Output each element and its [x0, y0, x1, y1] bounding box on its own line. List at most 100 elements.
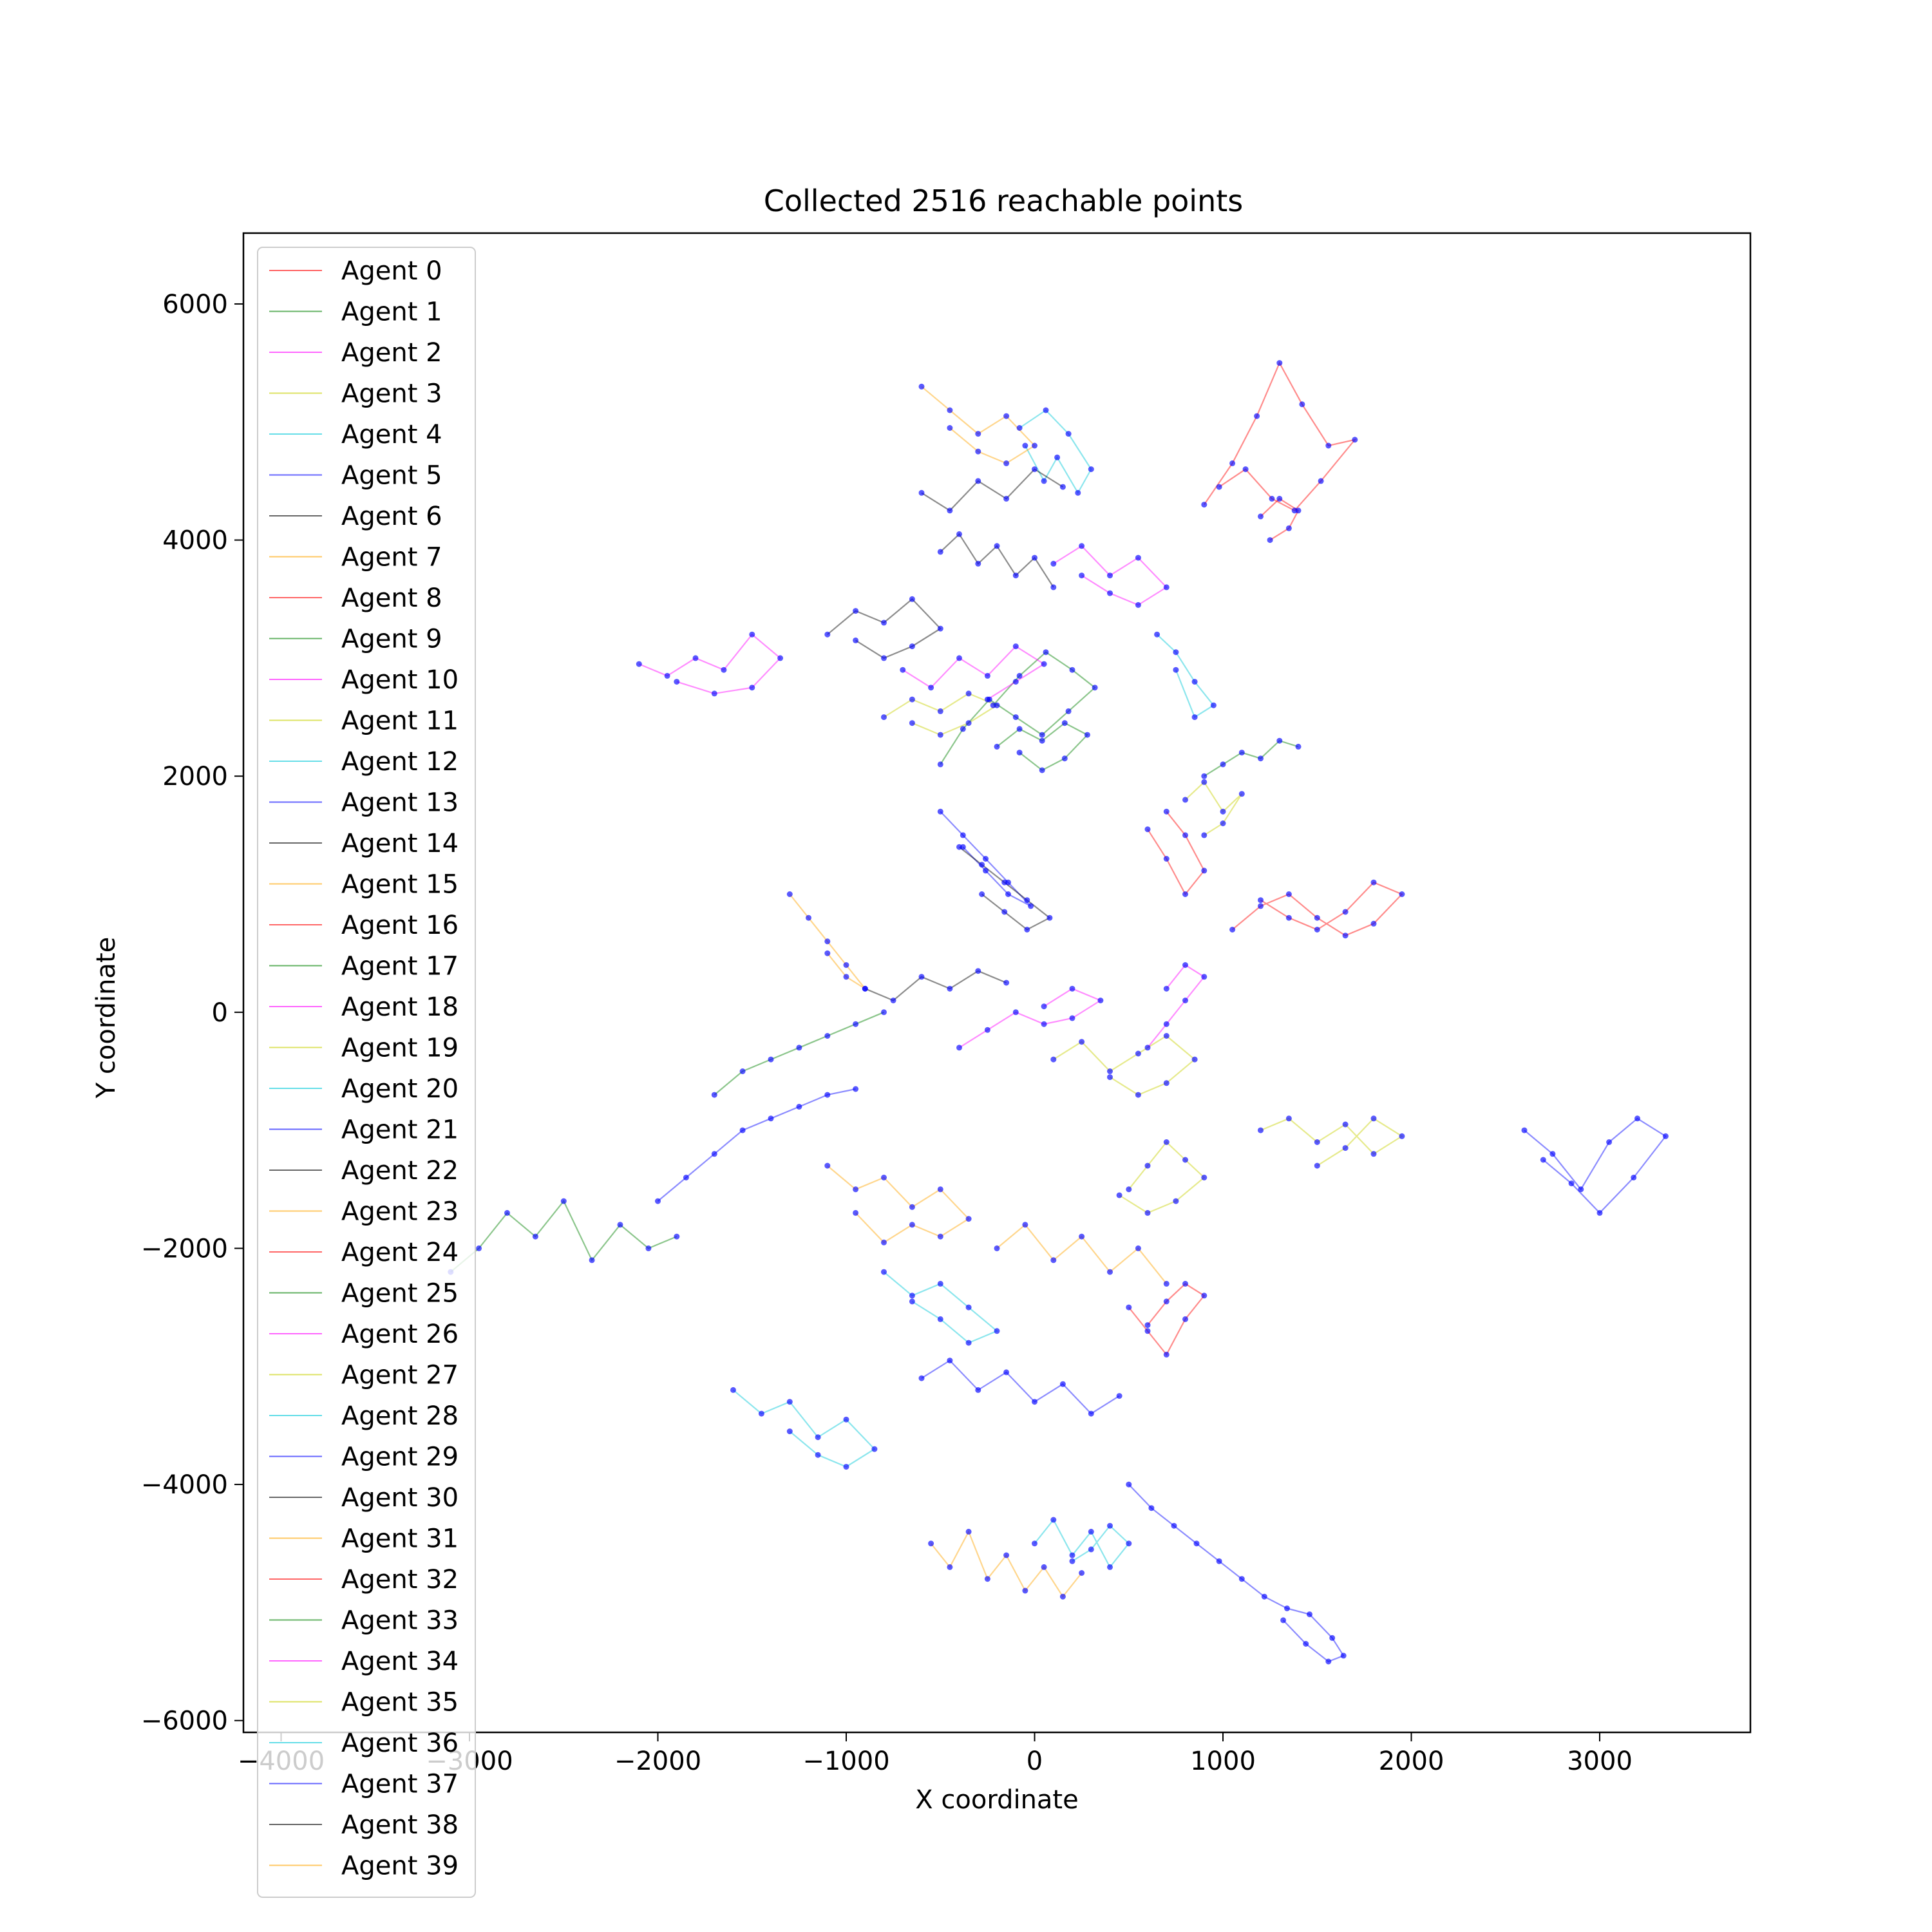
point-agent-37-9: [1329, 1634, 1336, 1641]
point-agent-4-1: [1041, 478, 1047, 484]
legend-label: Agent 4: [341, 420, 442, 450]
x-tick-label: 3000: [1567, 1747, 1633, 1776]
point-agent-37-12: [1303, 1641, 1309, 1647]
point-agent-16-1: [1258, 903, 1264, 909]
point-agent-20-6: [937, 1316, 943, 1322]
point-agent-31-6: [1163, 1280, 1170, 1287]
point-agent-21-6: [824, 1092, 831, 1098]
point-agent-17-6: [881, 1009, 887, 1016]
trajectory-agent-9: [996, 722, 1089, 772]
point-agent-11-4: [994, 702, 1000, 708]
point-agent-37-11: [1325, 1658, 1332, 1665]
point-agent-7-1: [947, 407, 953, 413]
point-agent-2-3: [721, 667, 727, 673]
point-agent-38-4: [1012, 573, 1019, 579]
point-agent-16-9: [1314, 927, 1320, 933]
point-agent-16-3: [1314, 914, 1320, 921]
point-agent-13-4: [1028, 903, 1034, 909]
point-agent-12-1: [1173, 649, 1179, 656]
point-agent-21-7: [853, 1086, 859, 1092]
point-agent-38-2: [975, 560, 981, 567]
point-agent-35-0: [1182, 797, 1188, 803]
point-agent-27-2: [1314, 1139, 1320, 1145]
trajectory-agent-23: [827, 1165, 970, 1244]
point-agent-24-4: [1201, 1293, 1208, 1299]
point-agent-3-2: [1163, 1139, 1170, 1145]
point-agent-19-3: [1135, 1050, 1141, 1057]
point-agent-4-5: [1065, 431, 1072, 437]
point-agent-21-5: [796, 1104, 802, 1110]
point-agent-33-0: [1201, 773, 1208, 779]
legend-label: Agent 13: [341, 788, 459, 818]
point-agent-34-7: [984, 696, 990, 703]
point-agent-9-1: [1016, 726, 1023, 732]
point-agent-26-5: [1163, 985, 1170, 992]
point-agent-24-1: [1144, 1328, 1151, 1334]
point-agent-31-2: [1050, 1257, 1057, 1264]
point-agent-39-2: [965, 1528, 972, 1535]
point-agent-37-0: [1126, 1481, 1132, 1488]
point-agent-3-0: [1126, 1186, 1132, 1193]
legend-label: Agent 11: [341, 706, 459, 736]
point-agent-20-0: [881, 1269, 887, 1275]
point-agent-37-3: [1193, 1540, 1200, 1547]
point-agent-16-4: [1342, 933, 1349, 939]
point-agent-37-2: [1171, 1522, 1177, 1529]
point-agent-37-6: [1261, 1593, 1267, 1600]
point-agent-36-6: [1107, 1522, 1113, 1529]
point-agent-31-0: [994, 1245, 1000, 1251]
point-agent-17-1: [739, 1068, 746, 1074]
point-agent-2-0: [636, 661, 642, 667]
point-agent-33-5: [1295, 743, 1302, 750]
legend-label: Agent 35: [341, 1688, 459, 1718]
point-agent-22-0: [862, 985, 868, 992]
trajectory-agent-22: [864, 970, 1007, 1001]
point-agent-21-0: [655, 1198, 661, 1204]
point-agent-23-8: [881, 1239, 887, 1245]
y-tick-label: −4000: [141, 1470, 228, 1500]
point-agent-19-5: [1191, 1056, 1198, 1063]
legend-label: Agent 31: [341, 1524, 459, 1554]
trajectory-agent-29: [921, 1359, 1120, 1415]
point-agent-25-1: [476, 1245, 482, 1251]
legend-label: Agent 7: [341, 543, 442, 573]
point-agent-4-4: [1088, 466, 1094, 473]
point-agent-30-1: [947, 507, 953, 514]
point-agent-37-8: [1307, 1611, 1312, 1618]
point-agent-22-4: [975, 968, 981, 974]
legend-label: Agent 12: [341, 747, 459, 777]
point-agent-17-5: [853, 1021, 859, 1027]
point-agent-23-7: [909, 1222, 915, 1228]
point-agent-36-2: [1069, 1552, 1075, 1558]
legend-label: Agent 21: [341, 1115, 459, 1145]
legend-label: Agent 19: [341, 1034, 459, 1063]
point-agent-19-6: [1163, 1080, 1170, 1086]
point-agent-28-5: [871, 1446, 878, 1452]
point-agent-6-0: [824, 631, 831, 638]
point-agent-1-3: [1012, 714, 1019, 721]
point-agent-15-2: [824, 938, 831, 945]
point-agent-18-5: [1097, 998, 1104, 1003]
point-agent-34-0: [900, 667, 906, 673]
point-agent-36-3: [1088, 1528, 1094, 1535]
point-agent-6-7: [853, 637, 859, 643]
point-agent-6-1: [853, 608, 859, 614]
point-agent-28-1: [758, 1410, 764, 1417]
point-agent-26-3: [1201, 974, 1208, 980]
point-agent-24-7: [1144, 1322, 1151, 1329]
point-agent-17-2: [768, 1056, 774, 1063]
point-agent-37-13: [1280, 1617, 1287, 1624]
y-tick-label: 0: [212, 998, 228, 1028]
point-agent-8-1: [1182, 832, 1188, 838]
point-agent-17-3: [796, 1045, 802, 1051]
point-agent-15-6: [824, 950, 831, 956]
y-tick-label: 4000: [162, 526, 228, 556]
point-agent-11-3: [965, 690, 972, 697]
point-agent-8-5: [1144, 826, 1151, 833]
point-agent-11-6: [937, 732, 943, 738]
point-agent-28-3: [815, 1434, 821, 1441]
point-agent-35-3: [1238, 791, 1245, 797]
point-agent-27-6: [1370, 1115, 1377, 1122]
